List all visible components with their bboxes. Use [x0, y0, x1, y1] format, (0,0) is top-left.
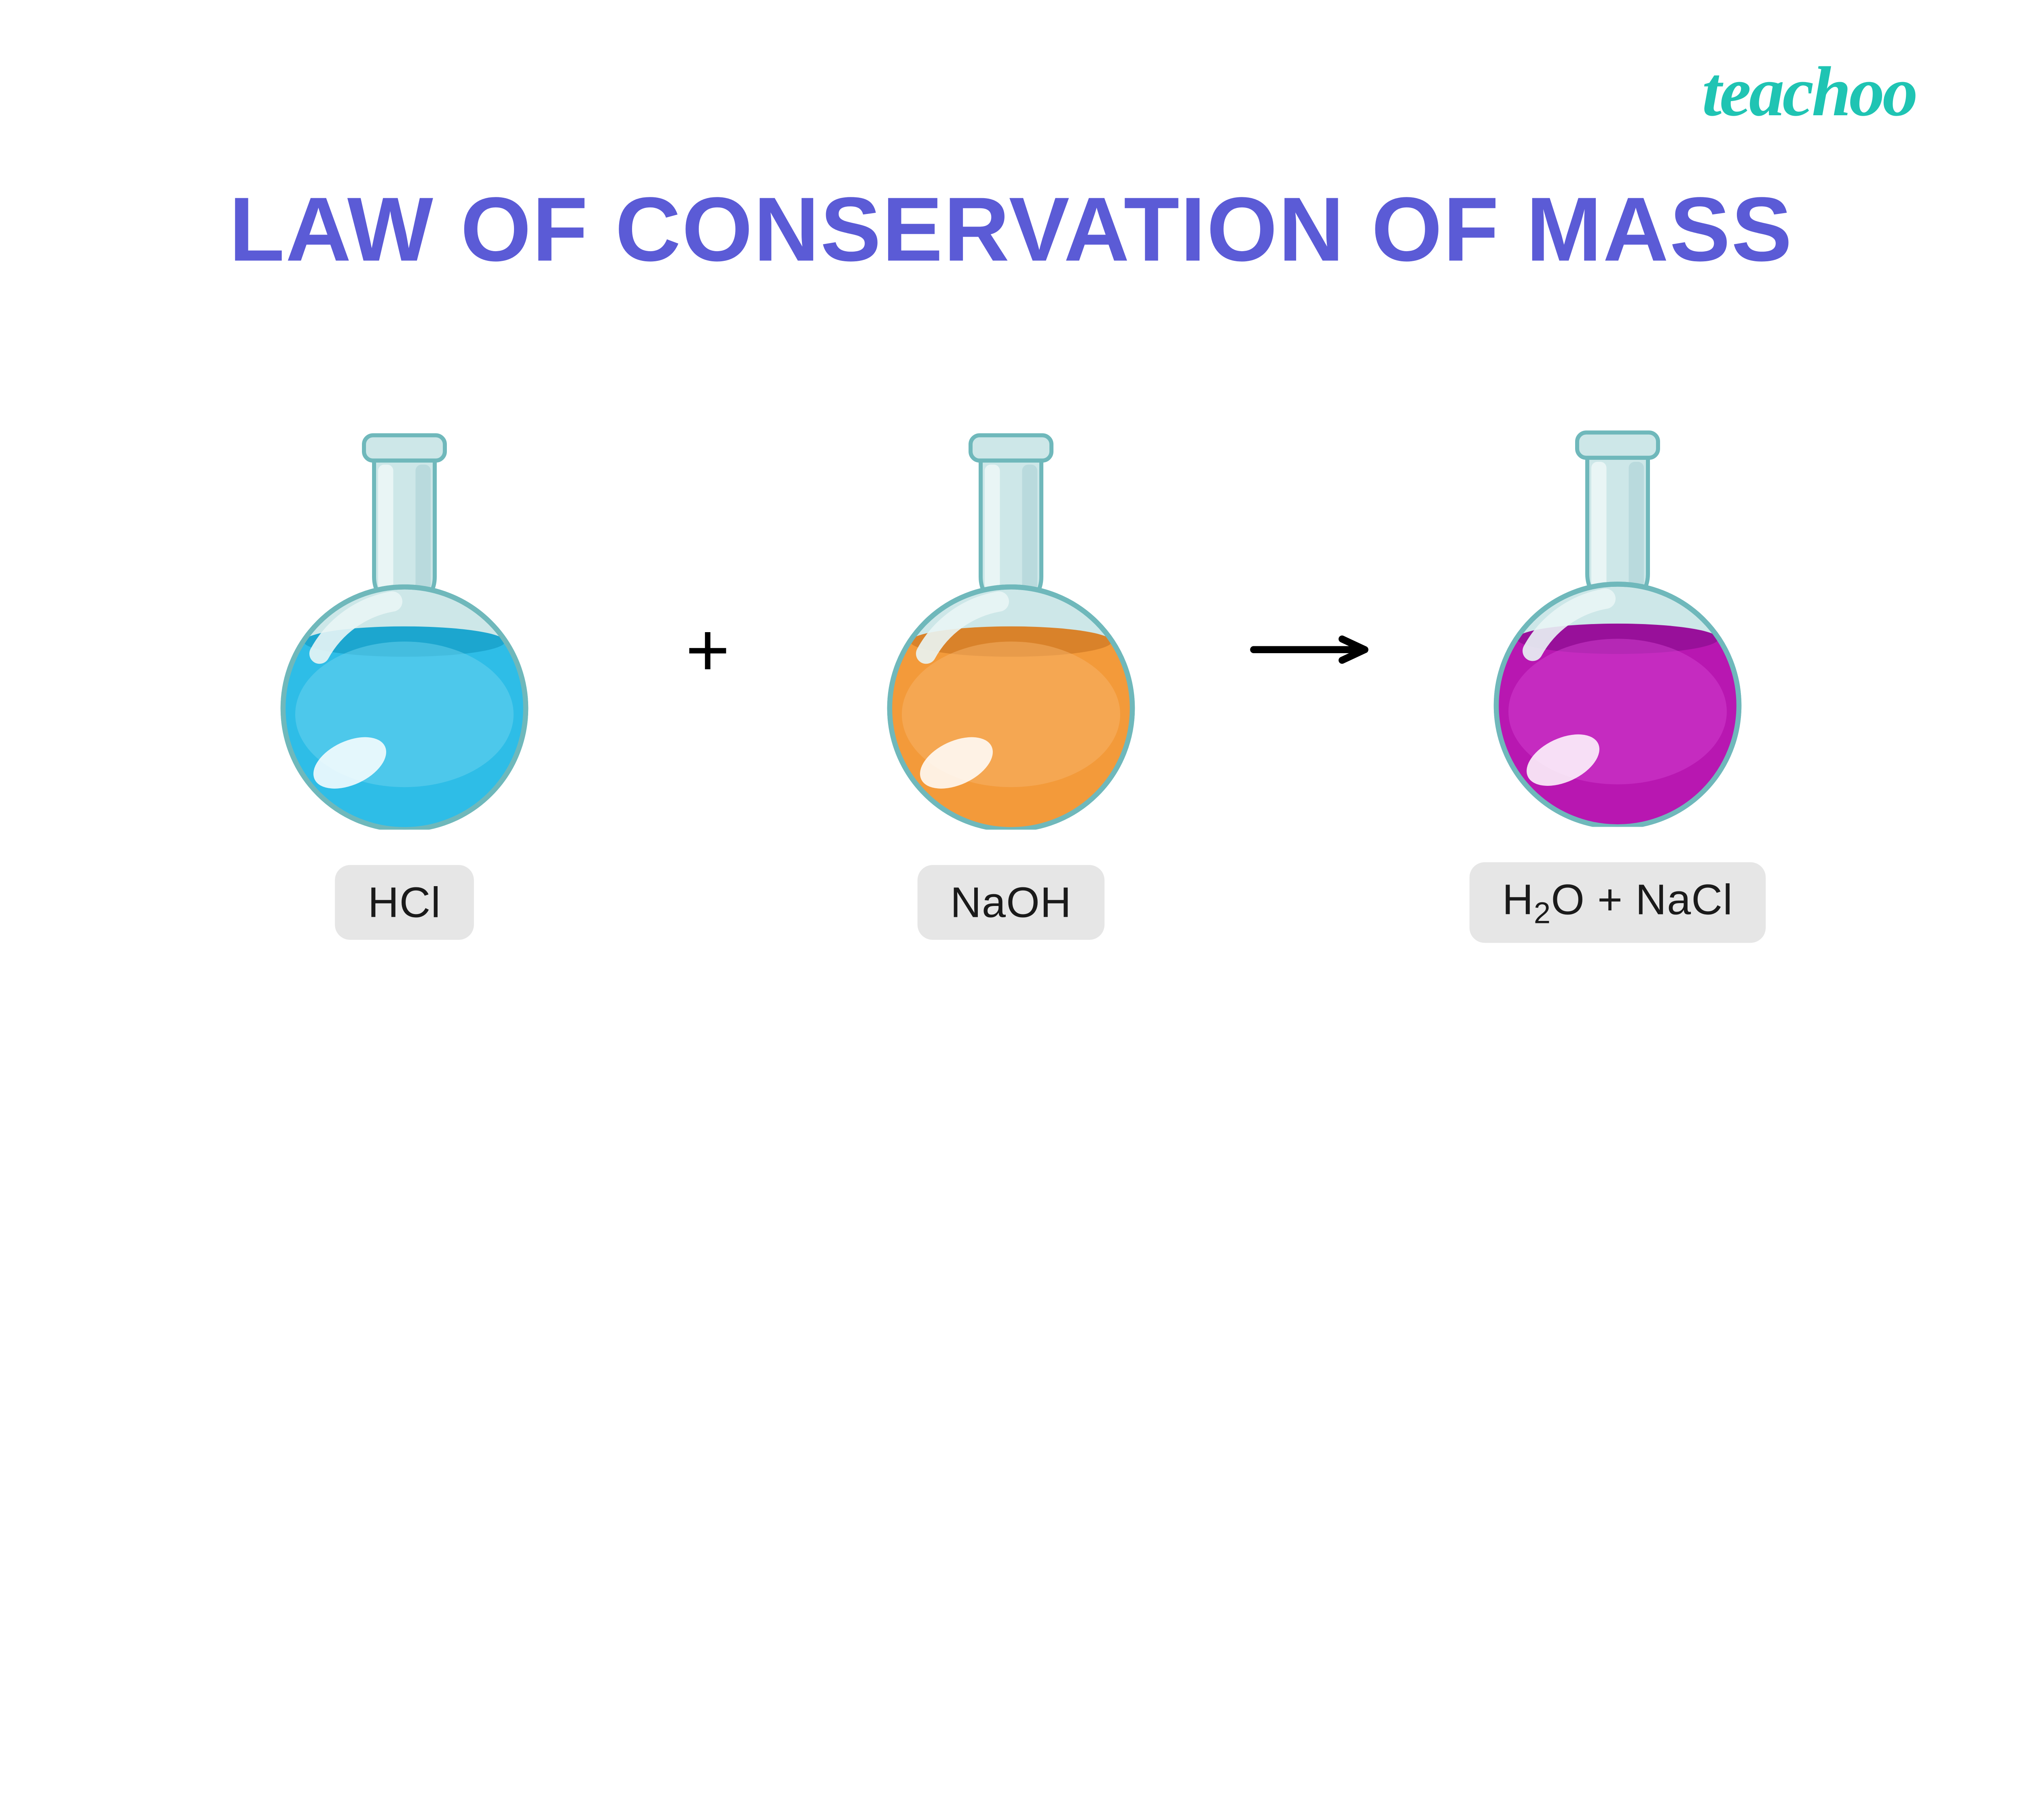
- label-product: H2O + NaCl: [1469, 862, 1766, 943]
- reaction-row: HCl + NaOH: [0, 404, 2022, 961]
- flask-cell-naoh: NaOH: [821, 425, 1201, 940]
- arrow-icon: [1249, 635, 1380, 665]
- label-naoh: NaOH: [918, 865, 1105, 940]
- arrow-operator: [1201, 635, 1428, 731]
- label-hcl: HCl: [335, 865, 474, 940]
- plus-operator: +: [594, 606, 822, 759]
- flask-naoh-icon: [859, 425, 1163, 830]
- flask-cell-product: H2O + NaCl: [1428, 422, 1807, 943]
- brand-logo: teachoo: [1702, 51, 1916, 132]
- flask-hcl-icon: [253, 425, 556, 830]
- flask-cell-hcl: HCl: [215, 425, 594, 940]
- page-title: LAW OF CONSERVATION OF MASS: [0, 177, 2022, 282]
- flask-product-icon: [1466, 422, 1769, 827]
